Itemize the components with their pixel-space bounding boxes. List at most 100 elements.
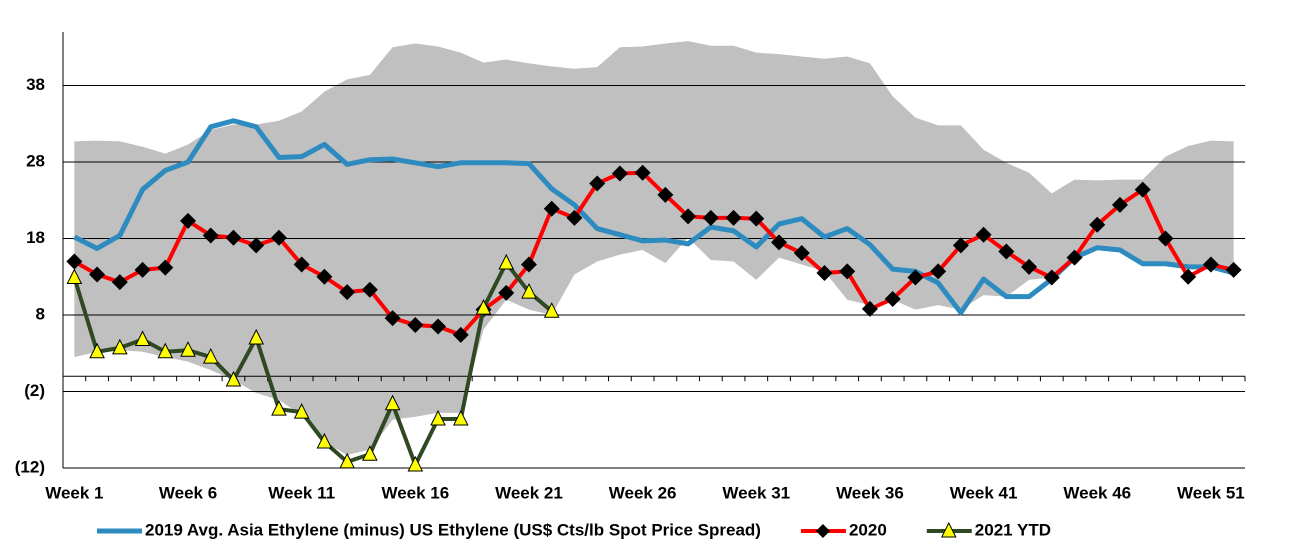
line (73, 118, 1235, 316)
x-tick-label: Week 11 (268, 483, 335, 502)
marker (566, 209, 583, 226)
marker (1066, 249, 1083, 266)
marker (180, 212, 197, 229)
marker (725, 209, 742, 226)
marker (520, 256, 537, 273)
marker (225, 370, 242, 387)
marker (202, 227, 219, 244)
x-tick-label: Week 26 (609, 483, 677, 502)
marker (339, 284, 356, 301)
x-tick-label: Week 21 (495, 483, 563, 502)
marker (316, 432, 333, 449)
marker (362, 445, 378, 461)
marker (89, 342, 105, 359)
marker (611, 165, 628, 182)
marker (157, 342, 174, 359)
x-tick-label: Week 36 (836, 483, 904, 502)
marker (771, 234, 788, 251)
y-tick-label: 18 (26, 228, 45, 247)
marker (384, 394, 401, 411)
legend-label: 2019 Avg. Asia Ethylene (minus) US Ethyl… (145, 520, 761, 539)
marker (1225, 261, 1242, 278)
marker (316, 268, 333, 285)
marker (111, 274, 128, 291)
marker (157, 259, 174, 276)
marker (430, 318, 447, 335)
marker (589, 175, 606, 192)
line (72, 261, 553, 467)
marker (112, 338, 128, 355)
marker (861, 300, 878, 317)
marker (748, 210, 765, 227)
marker (521, 282, 537, 299)
y-tick-label: 28 (26, 152, 45, 171)
marker (270, 229, 287, 246)
legend-marker (940, 521, 957, 538)
x-tick-label: Week 46 (1063, 483, 1131, 502)
marker (657, 186, 674, 203)
legend-marker (815, 524, 830, 538)
line (73, 170, 1235, 337)
marker (248, 237, 265, 254)
marker (180, 341, 196, 357)
marker (1021, 258, 1038, 275)
legend-item: 2019 Avg. Asia Ethylene (minus) US Ethyl… (97, 520, 761, 539)
legend-label: 2020 (849, 520, 887, 539)
marker (1043, 269, 1060, 286)
marker (543, 200, 560, 217)
marker (907, 269, 924, 286)
marker (225, 229, 242, 246)
series (66, 253, 560, 472)
marker (361, 281, 378, 298)
y-tick-label: 8 (36, 305, 45, 324)
marker (293, 256, 310, 273)
marker (475, 299, 492, 315)
marker (248, 328, 265, 345)
marker (293, 403, 310, 419)
marker (498, 253, 515, 270)
marker (384, 310, 401, 327)
marker (930, 263, 947, 280)
series (73, 118, 1235, 316)
marker (998, 243, 1015, 260)
x-tick-label: Week 51 (1177, 483, 1245, 502)
marker (1180, 268, 1197, 285)
x-tick-label: Week 6 (159, 483, 217, 502)
marker (884, 290, 901, 307)
x-tick-label: Week 16 (381, 483, 449, 502)
x-tick-label: Week 31 (722, 483, 790, 502)
marker (1111, 196, 1128, 213)
marker (407, 316, 424, 333)
y-tick-label: (12) (15, 457, 45, 476)
range-band (74, 41, 1234, 455)
marker (1089, 216, 1106, 233)
legend-item: 2021 YTD (926, 520, 1051, 539)
marker (134, 330, 151, 346)
marker (1157, 230, 1174, 247)
marker (1134, 181, 1151, 198)
marker (816, 264, 833, 281)
marker (452, 326, 469, 343)
marker (66, 268, 83, 285)
series (66, 164, 1242, 343)
legend-label: 2021 YTD (975, 520, 1051, 539)
y-tick-label: 38 (26, 75, 45, 94)
marker (407, 455, 424, 472)
marker (975, 226, 992, 243)
marker (634, 164, 651, 181)
marker (543, 302, 560, 318)
marker (680, 208, 697, 225)
y-tick-label: (2) (24, 381, 45, 400)
marker (1202, 256, 1219, 273)
marker (89, 266, 106, 283)
marker (839, 263, 856, 280)
marker (793, 245, 810, 262)
marker (952, 237, 969, 254)
marker (134, 261, 151, 278)
marker (66, 253, 83, 270)
marker (702, 209, 719, 226)
x-tick-label: Week 41 (950, 483, 1018, 502)
marker (339, 452, 355, 469)
marker (430, 409, 446, 426)
